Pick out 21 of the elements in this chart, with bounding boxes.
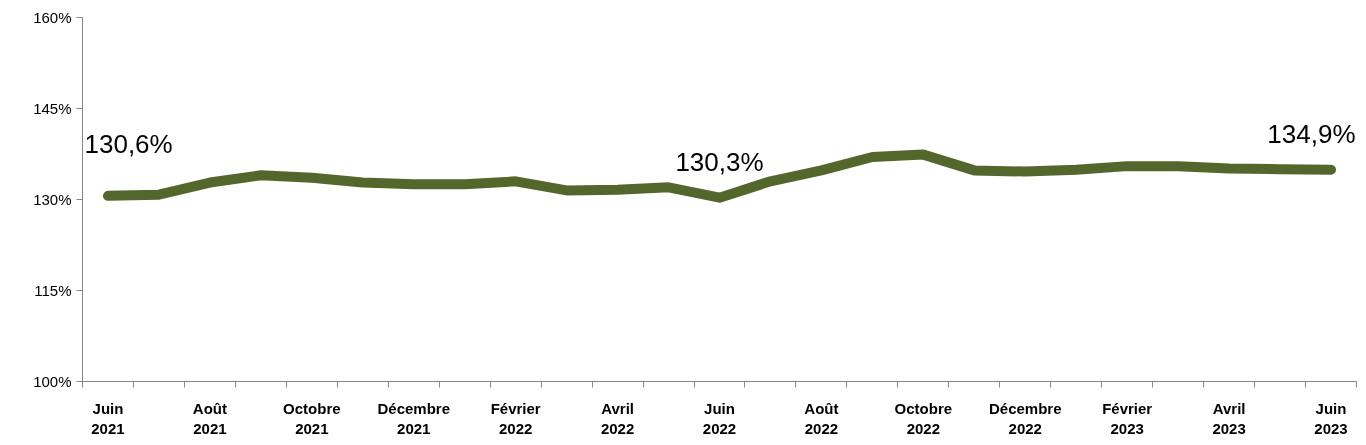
y-tick-label: 115% — [34, 282, 72, 299]
y-tick-label: 145% — [33, 100, 72, 117]
x-tick-label: Juin 2023 — [1314, 399, 1348, 437]
x-tick-label: Août 2022 — [804, 399, 839, 437]
data-label: 130,3% — [675, 146, 764, 177]
data-label: 130,6% — [84, 128, 173, 159]
x-tick-label: Février 2023 — [1102, 399, 1153, 437]
x-tick-label: Juin 2021 — [91, 399, 125, 437]
x-tick-label: Juin 2022 — [702, 399, 737, 437]
x-tick-label: Décembre 2021 — [377, 399, 451, 437]
x-tick-label: Décembre 2022 — [988, 399, 1062, 437]
x-tick-label: Février 2022 — [490, 399, 541, 437]
x-tick-label: Octobre 2022 — [894, 399, 953, 437]
x-tick-label: Avril 2022 — [600, 399, 635, 437]
x-tick-label: Avril 2023 — [1212, 399, 1246, 437]
x-tick-label: Octobre 2021 — [283, 399, 341, 437]
y-tick-label: 130% — [33, 191, 72, 208]
y-tick-label: 100% — [33, 373, 72, 390]
data-label: 134,9% — [1267, 118, 1356, 149]
y-tick-label: 160% — [33, 9, 72, 26]
x-tick-label: Août 2021 — [192, 399, 227, 437]
